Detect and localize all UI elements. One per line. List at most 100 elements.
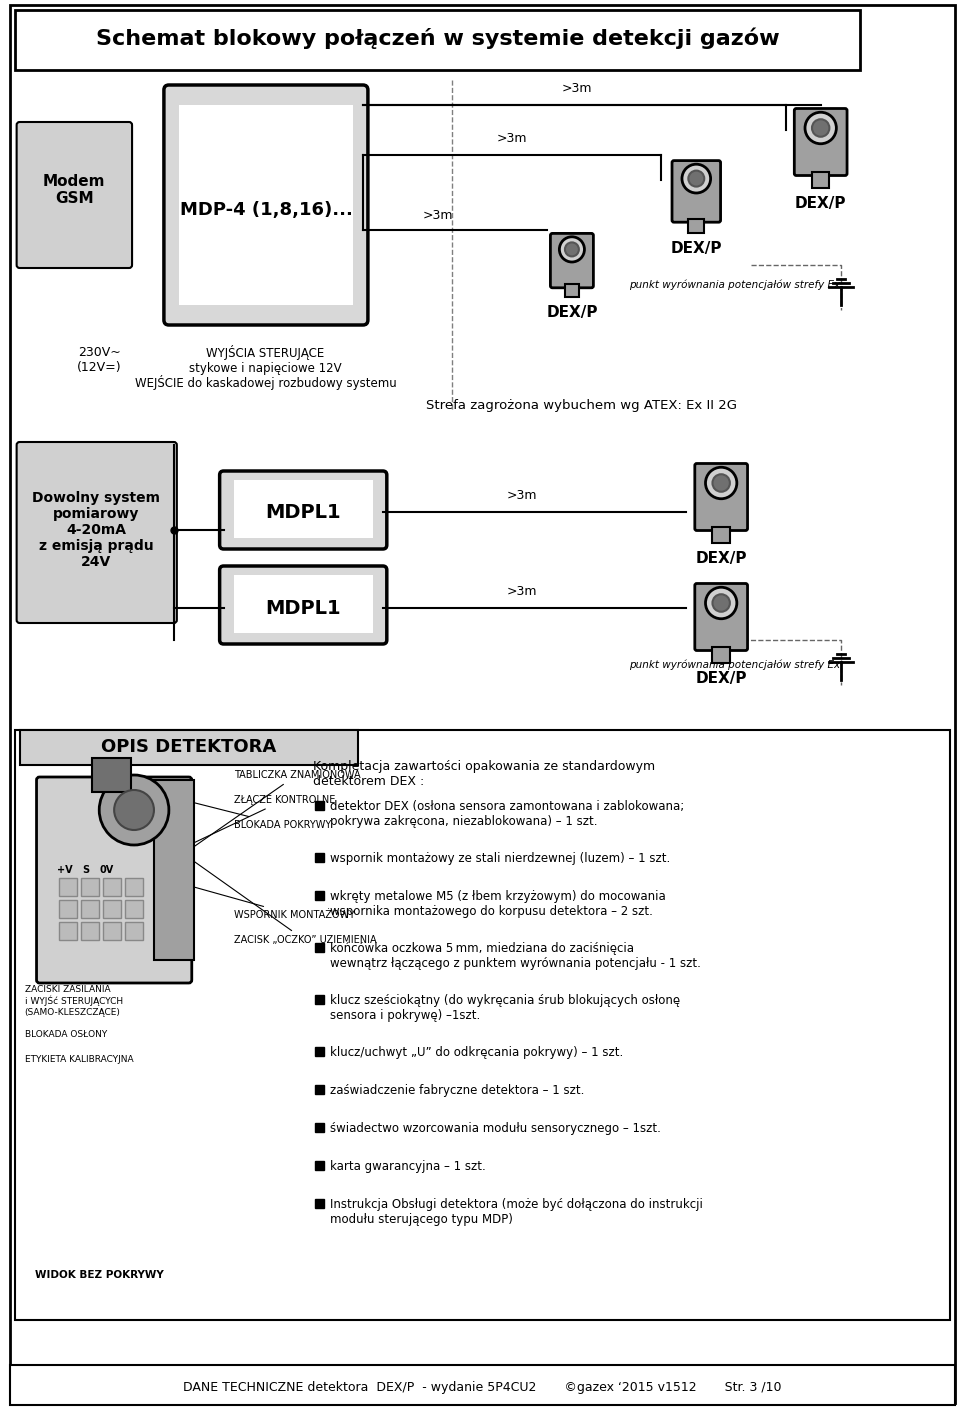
Text: końcówka oczkowa 5 mm, miedziana do zaciśnięcia
wewnątrz łączącego z punktem wyr: końcówka oczkowa 5 mm, miedziana do zaci… [330,942,701,970]
Bar [315,1048,324,1056]
Bar [315,853,324,862]
Bar [14,10,860,70]
Text: DEX/P: DEX/P [670,241,722,256]
Bar [315,1200,324,1208]
Text: klucz sześciokątny (do wykręcania śrub blokujących osłonę
sensora i pokrywę) –1s: klucz sześciokątny (do wykręcania śrub b… [330,994,681,1022]
Bar [812,172,829,187]
FancyBboxPatch shape [36,777,192,983]
Text: >3m: >3m [422,208,453,222]
Circle shape [99,774,169,845]
Circle shape [564,242,579,256]
Text: świadectwo wzorcowania modułu sensorycznego – 1szt.: świadectwo wzorcowania modułu sensoryczn… [330,1122,661,1135]
Bar [104,879,121,895]
Bar [125,900,143,918]
Text: karta gwarancyjna – 1 szt.: karta gwarancyjna – 1 szt. [330,1160,486,1173]
Text: ETYKIETA KALIBRACYJNA: ETYKIETA KALIBRACYJNA [25,1055,133,1064]
Text: wkręty metalowe M5 (z łbem krzyżowym) do mocowania
wspornika montażowego do korp: wkręty metalowe M5 (z łbem krzyżowym) do… [330,890,666,918]
Bar [82,879,99,895]
Bar [10,1364,955,1405]
Text: TABLICZKA ZNAMIONOWA: TABLICZKA ZNAMIONOWA [78,770,360,928]
FancyBboxPatch shape [92,758,132,791]
Bar [60,879,78,895]
Bar [104,922,121,941]
Text: >3m: >3m [507,489,538,503]
Text: >3m: >3m [497,132,527,145]
Bar [315,891,324,900]
Text: Dowolny system
pomiarowy
4-20mA
z emisją prądu
24V: Dowolny system pomiarowy 4-20mA z emisją… [33,490,160,569]
Text: punkt wyrównania potencjałów strefy Ex: punkt wyrównania potencjałów strefy Ex [630,280,841,290]
Text: ZŁĄCZE KONTROLNE: ZŁĄCZE KONTROLNE [98,796,335,888]
Bar [315,995,324,1004]
Bar [315,1162,324,1170]
Text: klucz/uchwyt „U” do odkręcania pokrywy) – 1 szt.: klucz/uchwyt „U” do odkręcania pokrywy) … [330,1046,623,1059]
FancyBboxPatch shape [550,234,593,287]
Bar [233,574,372,634]
Text: DANE TECHNICZNE detektora  DEX/P  - wydanie 5P4CU2       ©gazex ‘2015 v1512     : DANE TECHNICZNE detektora DEX/P - wydani… [183,1381,781,1394]
Bar [315,943,324,952]
Text: MDPL1: MDPL1 [265,598,341,618]
Text: >3m: >3m [562,82,592,94]
Circle shape [688,170,705,187]
Circle shape [712,474,730,491]
Bar [14,729,950,1321]
Text: DEX/P: DEX/P [695,551,747,566]
Text: Modem
GSM: Modem GSM [43,173,106,206]
FancyBboxPatch shape [695,583,748,650]
Circle shape [712,594,730,611]
Text: WYJŚCIA STERUJĄCE
stykowe i napięciowe 12V: WYJŚCIA STERUJĄCE stykowe i napięciowe 1… [189,345,342,375]
Text: ZACISK „OCZKO” UZIEMIENIA: ZACISK „OCZKO” UZIEMIENIA [167,842,376,945]
Bar [712,646,730,663]
Text: S: S [83,865,90,874]
Text: DEX/P: DEX/P [695,672,747,686]
Bar [82,922,99,941]
Circle shape [114,790,154,829]
Bar [82,900,99,918]
Text: DEX/P: DEX/P [795,196,847,211]
Text: 0V: 0V [99,865,113,874]
Bar [60,900,78,918]
Bar [125,922,143,941]
Bar [179,106,353,306]
Bar [315,1086,324,1094]
FancyBboxPatch shape [164,84,368,325]
Bar [104,900,121,918]
Text: wspornik montażowy ze stali nierdzewnej (luzem) – 1 szt.: wspornik montażowy ze stali nierdzewnej … [330,852,670,865]
Bar [154,780,194,960]
FancyBboxPatch shape [16,442,177,622]
Text: Schemat blokowy połączeń w systemie detekcji gazów: Schemat blokowy połączeń w systemie dete… [96,27,780,49]
Text: +V: +V [57,865,72,874]
Bar [688,218,705,232]
Circle shape [706,467,737,498]
Circle shape [805,113,836,144]
Bar [712,527,730,542]
Text: punkt wyrównania potencjałów strefy Ex: punkt wyrównania potencjałów strefy Ex [630,660,841,670]
FancyBboxPatch shape [16,122,132,268]
Bar [19,729,358,765]
Bar [315,801,324,810]
Text: BLOKADA OSŁONY: BLOKADA OSŁONY [25,1031,107,1039]
Text: DEX/P: DEX/P [546,304,598,320]
Text: MDPL1: MDPL1 [265,503,341,521]
Circle shape [706,587,737,618]
Bar [125,879,143,895]
Text: BLOKADA POKRYWY: BLOKADA POKRYWY [128,786,331,829]
FancyBboxPatch shape [220,566,387,643]
Text: OPIS DETEKTORA: OPIS DETEKTORA [101,738,276,756]
Circle shape [682,165,710,193]
Text: Instrukcja Obsługi detektora (może być dołączona do instrukcji
modułu sterująceg: Instrukcja Obsługi detektora (może być d… [330,1198,703,1226]
Text: WEJŚCIE do kaskadowej rozbudowy systemu: WEJŚCIE do kaskadowej rozbudowy systemu [134,375,396,390]
Text: ZACISKI ZASILANIA
i WYJŚć STERUJĄCYCH
(SAMO-KLESZCZĄCE): ZACISKI ZASILANIA i WYJŚć STERUJĄCYCH (S… [25,986,123,1017]
Bar [60,922,78,941]
FancyBboxPatch shape [794,108,847,176]
FancyBboxPatch shape [672,161,721,222]
FancyBboxPatch shape [220,472,387,549]
Text: WIDOK BEZ POKRYWY: WIDOK BEZ POKRYWY [35,1270,163,1280]
Text: 230V~
(12V=): 230V~ (12V=) [77,346,122,375]
Text: Strefa zagrożona wybuchem wg ATEX: Ex II 2G: Strefa zagrożona wybuchem wg ATEX: Ex II… [426,398,737,411]
Text: zaświadczenie fabryczne detektora – 1 szt.: zaświadczenie fabryczne detektora – 1 sz… [330,1084,585,1097]
Bar [233,480,372,538]
Text: MDP-4 (1,8,16)...: MDP-4 (1,8,16)... [180,201,353,220]
Circle shape [560,237,585,262]
Text: detektor DEX (osłona sensora zamontowana i zablokowana;
pokrywa zakręcona, nieza: detektor DEX (osłona sensora zamontowana… [330,800,684,828]
Text: >3m: >3m [507,584,538,598]
